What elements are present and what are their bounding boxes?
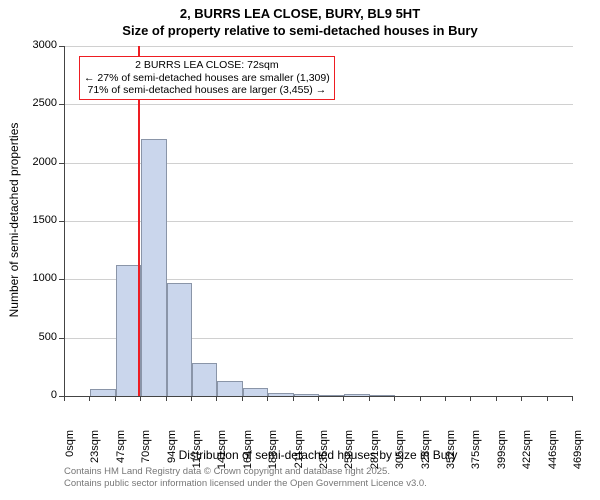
x-tick: [470, 396, 471, 401]
y-tick-label: 1500: [21, 214, 57, 226]
y-tick: [59, 163, 64, 164]
y-tick-label: 1000: [21, 272, 57, 284]
x-tick-label: 469sqm: [572, 430, 584, 480]
x-tick: [267, 396, 268, 401]
x-tick-label: 94sqm: [166, 430, 178, 480]
x-tick: [420, 396, 421, 401]
y-tick-label: 3000: [21, 39, 57, 51]
histogram-bar: [319, 395, 344, 396]
x-tick-label: 281sqm: [369, 430, 381, 480]
y-tick: [59, 221, 64, 222]
y-tick-label: 2000: [21, 156, 57, 168]
x-tick-label: 23sqm: [89, 430, 101, 480]
gridline: [65, 104, 573, 105]
x-tick-label: 70sqm: [140, 430, 152, 480]
plot-area: 2 BURRS LEA CLOSE: 72sqm ← 27% of semi-d…: [64, 46, 573, 397]
x-tick: [394, 396, 395, 401]
chart-title-line1: 2, BURRS LEA CLOSE, BURY, BL9 5HT: [0, 6, 600, 21]
x-tick: [242, 396, 243, 401]
x-tick-label: 305sqm: [394, 430, 406, 480]
x-tick: [140, 396, 141, 401]
x-tick: [115, 396, 116, 401]
histogram-bar: [141, 139, 166, 396]
x-tick-label: 0sqm: [64, 430, 76, 480]
gridline: [65, 46, 573, 47]
chart-title-line2: Size of property relative to semi-detach…: [0, 23, 600, 38]
x-tick-label: 422sqm: [521, 430, 533, 480]
x-tick: [293, 396, 294, 401]
x-tick-label: 117sqm: [191, 430, 203, 480]
histogram-bar: [217, 381, 242, 396]
x-tick: [343, 396, 344, 401]
histogram-bar: [344, 394, 369, 396]
annotation-line-2: ← 27% of semi-detached houses are smalle…: [84, 72, 330, 85]
histogram-bar: [268, 393, 293, 397]
x-tick-label: 399sqm: [496, 430, 508, 480]
x-tick-label: 164sqm: [242, 430, 254, 480]
y-tick-label: 0: [21, 389, 57, 401]
x-tick-label: 375sqm: [470, 430, 482, 480]
y-tick: [59, 104, 64, 105]
x-tick: [166, 396, 167, 401]
x-tick-label: 258sqm: [343, 430, 355, 480]
histogram-bar: [370, 395, 395, 396]
x-tick: [521, 396, 522, 401]
histogram-bar: [167, 283, 192, 396]
x-tick-label: 47sqm: [115, 430, 127, 480]
chart-container: 2, BURRS LEA CLOSE, BURY, BL9 5HT Size o…: [0, 0, 600, 500]
annotation-line-3: 71% of semi-detached houses are larger (…: [84, 84, 330, 97]
histogram-bar: [192, 363, 217, 396]
x-tick: [547, 396, 548, 401]
x-tick: [64, 396, 65, 401]
histogram-bar: [294, 394, 319, 396]
x-tick-label: 188sqm: [267, 430, 279, 480]
x-tick: [572, 396, 573, 401]
x-tick: [496, 396, 497, 401]
x-tick: [445, 396, 446, 401]
x-tick-label: 235sqm: [318, 430, 330, 480]
x-tick-label: 446sqm: [547, 430, 559, 480]
y-tick: [59, 338, 64, 339]
histogram-bar: [90, 389, 115, 396]
x-tick: [216, 396, 217, 401]
y-tick: [59, 279, 64, 280]
x-tick: [191, 396, 192, 401]
annotation-box: 2 BURRS LEA CLOSE: 72sqm ← 27% of semi-d…: [79, 56, 335, 100]
histogram-bar: [243, 388, 268, 396]
x-tick-label: 211sqm: [293, 430, 305, 480]
x-tick-label: 328sqm: [420, 430, 432, 480]
annotation-line-1: 2 BURRS LEA CLOSE: 72sqm: [84, 59, 330, 72]
x-tick: [89, 396, 90, 401]
y-axis-label: Number of semi-detached properties: [7, 110, 21, 330]
x-tick-label: 352sqm: [445, 430, 457, 480]
x-tick: [369, 396, 370, 401]
y-tick: [59, 46, 64, 47]
y-tick-label: 500: [21, 331, 57, 343]
x-tick: [318, 396, 319, 401]
y-tick-label: 2500: [21, 97, 57, 109]
x-tick-label: 141sqm: [216, 430, 228, 480]
